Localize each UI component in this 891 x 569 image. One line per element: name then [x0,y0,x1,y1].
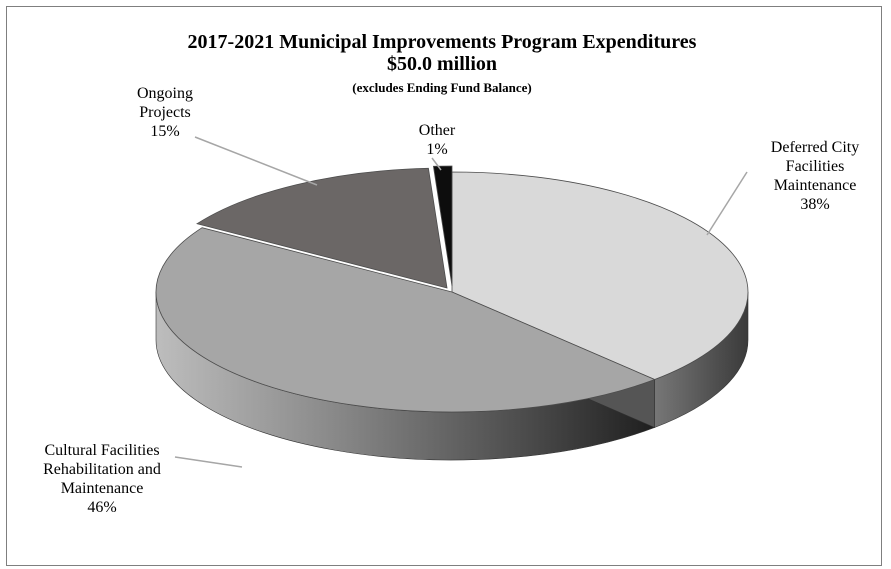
slice-label-deferred-facilities: Facilities [786,158,845,175]
chart-frame: 2017-2021 Municipal Improvements Program… [6,6,882,566]
leader-line-cultural-facilities [174,456,243,468]
slice-label-deferred-facilities: Maintenance [774,177,857,194]
pie-layer [155,165,749,461]
chart-note: (excludes Ending Fund Balance) [352,80,532,95]
label-layer: Deferred City Facilities Maintenance 38% Cul… [43,85,859,516]
value-label-other: 1% [426,141,447,158]
chart-subtitle: $50.0 million [387,53,497,75]
pie-chart: 2017-2021 Municipal Improvements Program… [43,31,859,516]
pie-slice-cultural-facilities [155,227,656,413]
chart-title: 2017-2021 Municipal Improvements Program… [188,31,697,53]
leader-line-other [431,157,442,171]
pie-slice-ongoing-projects [196,167,448,289]
value-label-deferred-facilities: 38% [800,196,829,213]
slice-label-other: Other [419,122,456,139]
slice-label-ongoing-projects: Ongoing [137,85,193,102]
slice-label-cultural-facilities: Rehabilitation and [43,461,161,478]
slice-label-cultural-facilities: Maintenance [61,480,144,497]
slice-label-cultural-facilities: Cultural Facilities [44,442,159,459]
leader-line-deferred-facilities [706,171,748,236]
pie-slice-other [432,165,453,287]
leader-line-ongoing-projects [194,136,318,186]
pie-slice-deferred-facilities [451,171,749,380]
slice-label-deferred-facilities: Deferred City [771,139,859,156]
value-label-cultural-facilities: 46% [87,499,116,516]
value-label-ongoing-projects: 15% [150,123,179,140]
slice-label-ongoing-projects: Projects [139,104,191,121]
